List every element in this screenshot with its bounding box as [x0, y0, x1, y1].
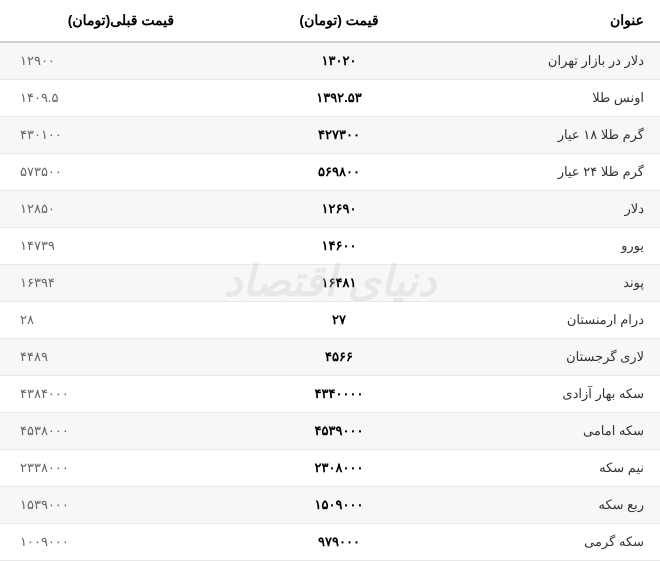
cell-prev: ۱۲۸۵۰ [0, 191, 242, 228]
cell-price: ۴۲۷۳۰۰ [242, 117, 436, 154]
cell-prev: ۲۸ [0, 302, 242, 339]
cell-title: گرم طلا ۱۸ عیار [436, 117, 660, 154]
cell-price: ۱۲۶۹۰ [242, 191, 436, 228]
table-row: اونس طلا ۱۳۹۲.۵۳ ۱۴۰۹.۵ [0, 80, 660, 117]
table-header-row: عنوان قیمت (تومان) قیمت قبلی(تومان) [0, 0, 660, 42]
cell-title: سکه بهار آزادی [436, 376, 660, 413]
cell-price: ۱۳۰۲۰ [242, 42, 436, 80]
cell-title: دلار در بازار تهران [436, 42, 660, 80]
cell-price: ۱۳۹۲.۵۳ [242, 80, 436, 117]
table-row: لاری گرجستان ۴۵۶۶ ۴۴۸۹ [0, 339, 660, 376]
cell-price: ۲۷ [242, 302, 436, 339]
cell-prev: ۴۴۸۹ [0, 339, 242, 376]
table-row: درام ارمنستان ۲۷ ۲۸ [0, 302, 660, 339]
col-prev-price: قیمت قبلی(تومان) [0, 0, 242, 42]
cell-title: درام ارمنستان [436, 302, 660, 339]
cell-prev: ۱۶۳۹۴ [0, 265, 242, 302]
table-row: گرم طلا ۲۴ عیار ۵۶۹۸۰۰ ۵۷۳۵۰۰ [0, 154, 660, 191]
table-row: سکه گرمی ۹۷۹۰۰۰ ۱۰۰۹۰۰۰ [0, 524, 660, 561]
table-row: سکه بهار آزادی ۴۳۴۰۰۰۰ ۴۳۸۴۰۰۰ [0, 376, 660, 413]
cell-title: یورو [436, 228, 660, 265]
cell-title: اونس طلا [436, 80, 660, 117]
cell-title: لاری گرجستان [436, 339, 660, 376]
col-title: عنوان [436, 0, 660, 42]
cell-title: دلار [436, 191, 660, 228]
table-row: ربع سکه ۱۵۰۹۰۰۰ ۱۵۳۹۰۰۰ [0, 487, 660, 524]
cell-price: ۱۶۴۸۱ [242, 265, 436, 302]
cell-price: ۴۵۳۹۰۰۰ [242, 413, 436, 450]
table-body: دلار در بازار تهران ۱۳۰۲۰ ۱۲۹۰۰ اونس طلا… [0, 42, 660, 561]
cell-prev: ۱۵۳۹۰۰۰ [0, 487, 242, 524]
cell-price: ۹۷۹۰۰۰ [242, 524, 436, 561]
cell-title: پوند [436, 265, 660, 302]
cell-prev: ۲۳۳۸۰۰۰ [0, 450, 242, 487]
cell-title: ربع سکه [436, 487, 660, 524]
table-row: سکه امامی ۴۵۳۹۰۰۰ ۴۵۳۸۰۰۰ [0, 413, 660, 450]
cell-title: نیم سکه [436, 450, 660, 487]
cell-prev: ۱۴۷۳۹ [0, 228, 242, 265]
cell-title: سکه امامی [436, 413, 660, 450]
cell-price: ۴۳۴۰۰۰۰ [242, 376, 436, 413]
cell-price: ۵۶۹۸۰۰ [242, 154, 436, 191]
cell-prev: ۱۰۰۹۰۰۰ [0, 524, 242, 561]
cell-price: ۴۵۶۶ [242, 339, 436, 376]
cell-title: گرم طلا ۲۴ عیار [436, 154, 660, 191]
table-row: دلار ۱۲۶۹۰ ۱۲۸۵۰ [0, 191, 660, 228]
cell-price: ۲۳۰۸۰۰۰ [242, 450, 436, 487]
cell-prev: ۴۵۳۸۰۰۰ [0, 413, 242, 450]
cell-prev: ۵۷۳۵۰۰ [0, 154, 242, 191]
cell-prev: ۴۳۸۴۰۰۰ [0, 376, 242, 413]
cell-price: ۱۵۰۹۰۰۰ [242, 487, 436, 524]
col-price: قیمت (تومان) [242, 0, 436, 42]
price-table: عنوان قیمت (تومان) قیمت قبلی(تومان) دلار… [0, 0, 660, 561]
cell-price: ۱۴۶۰۰ [242, 228, 436, 265]
table-row: نیم سکه ۲۳۰۸۰۰۰ ۲۳۳۸۰۰۰ [0, 450, 660, 487]
cell-prev: ۱۴۰۹.۵ [0, 80, 242, 117]
table-row: گرم طلا ۱۸ عیار ۴۲۷۳۰۰ ۴۳۰۱۰۰ [0, 117, 660, 154]
cell-title: سکه گرمی [436, 524, 660, 561]
cell-prev: ۴۳۰۱۰۰ [0, 117, 242, 154]
cell-prev: ۱۲۹۰۰ [0, 42, 242, 80]
table-row: یورو ۱۴۶۰۰ ۱۴۷۳۹ [0, 228, 660, 265]
table-row: پوند ۱۶۴۸۱ ۱۶۳۹۴ [0, 265, 660, 302]
table-row: دلار در بازار تهران ۱۳۰۲۰ ۱۲۹۰۰ [0, 42, 660, 80]
